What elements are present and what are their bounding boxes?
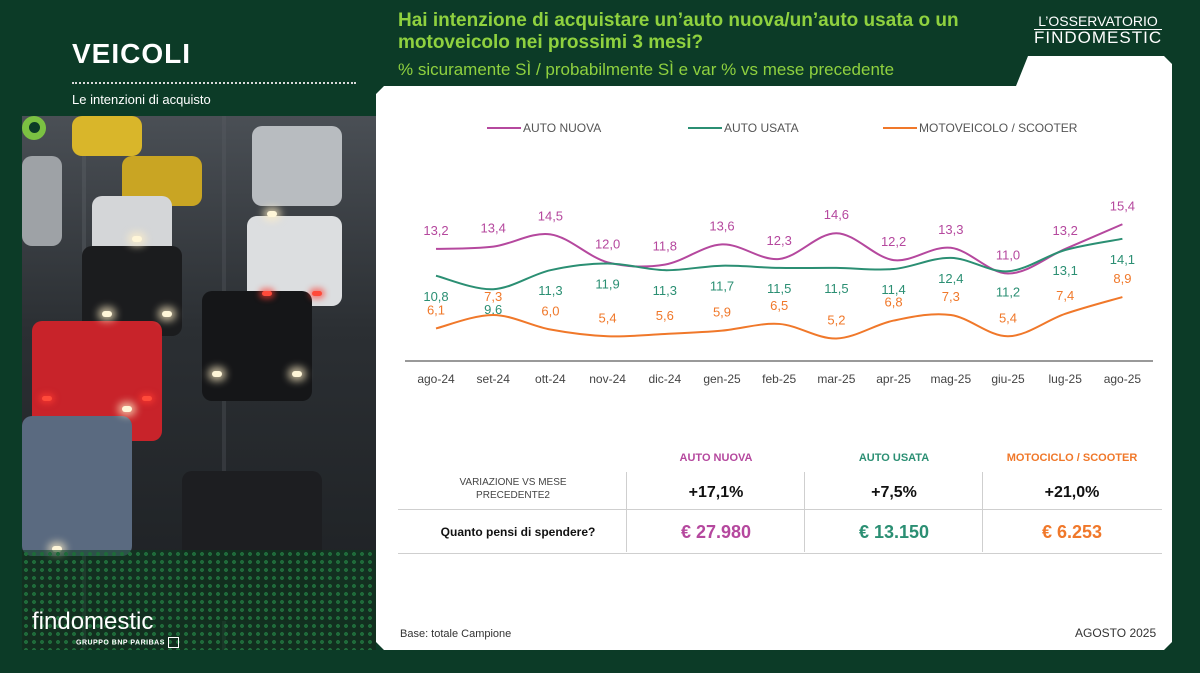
row2-label: Quanto pensi di spendere? — [440, 525, 596, 539]
data-label: 11,2 — [996, 284, 1020, 299]
data-label: 12,4 — [938, 271, 963, 286]
x-tick-label: mag-25 — [930, 372, 971, 386]
data-label: 13,6 — [709, 218, 734, 233]
data-label: 11,7 — [710, 279, 734, 294]
row1-moto: +21,0% — [1044, 484, 1100, 501]
data-label: 11,5 — [824, 281, 848, 296]
section-title: VEICOLI — [72, 38, 192, 69]
row2-moto: € 6.253 — [1041, 522, 1103, 542]
data-label: 11,9 — [595, 276, 619, 291]
eye-icon — [22, 116, 46, 140]
x-tick-label: ott-24 — [535, 372, 566, 386]
row2-auto-nuova: € 27.980 — [680, 522, 752, 542]
data-label: 9,6 — [484, 302, 502, 317]
legend-label: AUTO NUOVA — [523, 121, 601, 135]
data-label: 7,4 — [1056, 288, 1074, 303]
data-label: 13,4 — [481, 221, 506, 236]
dotted-divider — [72, 82, 356, 84]
findomestic-logo: findomestic — [32, 608, 154, 635]
footer-date: AGOSTO 2025 — [1075, 626, 1157, 640]
dotted-overlay — [22, 550, 376, 650]
data-label: 6,1 — [427, 302, 445, 317]
bnp-icon — [167, 637, 179, 648]
footer-base: Base: totale Campione — [400, 628, 512, 640]
data-label: 15,4 — [1110, 198, 1135, 213]
table-rule — [398, 553, 1162, 554]
x-tick-label: mar-25 — [817, 372, 855, 386]
data-label: 11,5 — [767, 281, 791, 296]
data-label: 5,9 — [713, 305, 731, 320]
content-panel — [376, 56, 1172, 650]
x-tick-label: gen-25 — [703, 372, 741, 386]
data-label: 6,8 — [885, 295, 903, 310]
question-title: Hai intenzione di acquistare un’auto nuo… — [398, 10, 959, 53]
table-divider — [804, 472, 805, 552]
x-tick-label: feb-25 — [762, 372, 796, 386]
row1-auto-usata: +7,5% — [871, 484, 917, 501]
data-label: 12,0 — [595, 236, 620, 251]
obs-top: L’OSSERVATORIO — [1038, 13, 1158, 29]
data-label: 13,3 — [938, 222, 963, 237]
data-label: 13,2 — [1053, 223, 1078, 238]
data-label: 5,2 — [827, 312, 845, 327]
data-label: 12,3 — [767, 233, 792, 248]
th-auto-usata: AUTO USATA — [858, 452, 930, 464]
x-tick-label: nov-24 — [589, 372, 626, 386]
series-line — [435, 296, 1123, 340]
data-label: 12,2 — [881, 234, 906, 249]
data-label: 7,3 — [484, 289, 502, 304]
data-label: 5,4 — [999, 310, 1017, 325]
x-tick-label: ago-24 — [417, 372, 455, 386]
table-divider — [982, 472, 983, 552]
data-label: 14,6 — [824, 207, 849, 222]
data-label: 6,0 — [541, 304, 559, 319]
data-label: 11,4 — [881, 282, 905, 297]
th-auto-nuova: AUTO NUOVA — [679, 452, 753, 464]
data-label: 14,5 — [538, 208, 563, 223]
series-line — [435, 223, 1123, 275]
series-line — [435, 237, 1123, 291]
data-label: 11,3 — [653, 283, 677, 298]
data-label: 5,4 — [599, 310, 617, 325]
x-tick-label: giu-25 — [991, 372, 1025, 386]
data-label: 14,1 — [1110, 252, 1135, 267]
data-label: 7,3 — [942, 289, 960, 304]
data-label: 8,9 — [1113, 271, 1131, 286]
th-moto: MOTOCICLO / SCOOTER — [1006, 452, 1138, 464]
data-label: 13,2 — [423, 223, 448, 238]
row1-label: VARIAZIONE VS MESE PRECEDENTE2 — [459, 477, 567, 501]
data-label: 10,8 — [423, 289, 448, 304]
legend-label: AUTO USATA — [724, 121, 799, 135]
table-rule — [398, 509, 1162, 510]
row2-auto-usata: € 13.150 — [858, 522, 930, 542]
traffic-photo — [22, 116, 376, 650]
data-label: 11,8 — [653, 239, 677, 254]
bnp-paribas-logo: GRUPPO BNP PARIBAS — [76, 637, 179, 648]
data-label: 13,1 — [1053, 263, 1078, 278]
x-tick-label: ago-25 — [1104, 372, 1142, 386]
x-tick-label: lug-25 — [1049, 372, 1083, 386]
data-label: 5,6 — [656, 308, 674, 323]
x-tick-label: apr-25 — [876, 372, 911, 386]
row1-auto-nuova: +17,1% — [688, 484, 744, 501]
question-subtitle: % sicuramente SÌ / probabilmente SÌ e va… — [398, 60, 895, 79]
x-tick-label: set-24 — [477, 372, 511, 386]
obs-bottom: FINDOMESTIC — [1034, 28, 1163, 47]
section-subtitle: Le intenzioni di acquisto — [72, 92, 211, 107]
data-label: 11,3 — [538, 283, 562, 298]
x-tick-label: dic-24 — [648, 372, 681, 386]
table-divider — [626, 472, 627, 552]
data-label: 11,0 — [996, 248, 1020, 263]
osservatorio-logo: L’OSSERVATORIO FINDOMESTIC — [1034, 13, 1163, 47]
legend-label: MOTOVEICOLO / SCOOTER — [919, 121, 1078, 135]
data-label: 6,5 — [770, 298, 788, 313]
